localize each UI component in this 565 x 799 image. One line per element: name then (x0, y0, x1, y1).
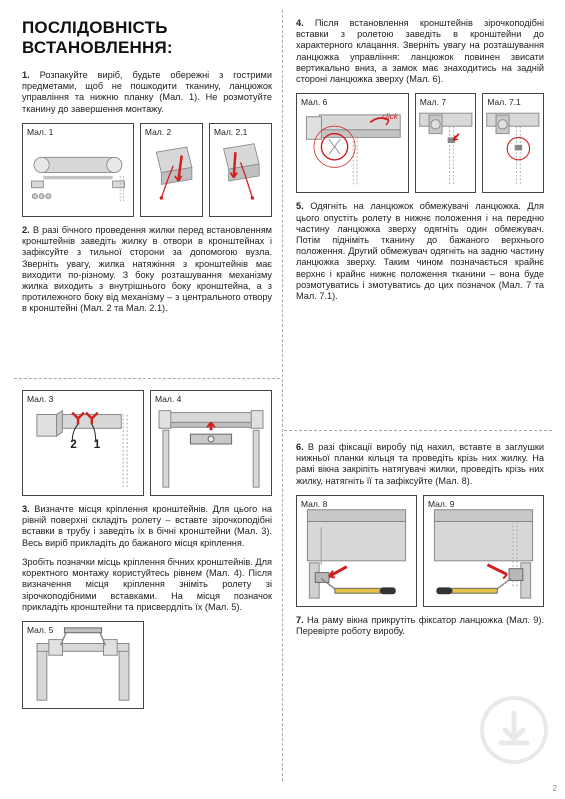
step-3a-content: Визначте місця кріплення кронштейнів. Дл… (22, 504, 272, 548)
watermark-icon (479, 695, 549, 765)
figure-21-label: Мал. 2.1 (214, 127, 247, 137)
step-2-text: 2. В разі бічного проведення жилки перед… (22, 225, 272, 315)
figure-7-1: Мал. 7.1 (482, 93, 544, 193)
step-3a-text: 3. Визначте місця кріплення кронштейнів.… (22, 504, 272, 549)
step-6-text: 6. В разі фіксації виробу під нахил, вст… (296, 442, 544, 487)
figure-6: Мал. 6 click (296, 93, 409, 193)
page-number: 2 (553, 784, 557, 793)
figure-5-label: Мал. 5 (27, 625, 53, 635)
left-column: ПОСЛІДОВНІСТЬ ВСТАНОВЛЕННЯ: 1. Розпакуйт… (22, 18, 272, 323)
left-column-lower: Мал. 3 2 1 Мал. 4 (22, 390, 272, 717)
step-5-text: 5. Одягніть на ланцюжок обмежувачі ланцю… (296, 201, 544, 302)
figure-1-label: Мал. 1 (27, 127, 53, 137)
step-5-content: Одягніть на ланцюжок обмежувачі ланцюжка… (296, 201, 544, 301)
figure-3: Мал. 3 2 1 (22, 390, 144, 496)
step-7-text: 7. На раму вікна прикрутіть фіксатор лан… (296, 615, 544, 637)
figure-9: Мал. 9 (423, 495, 544, 607)
figure-6-label: Мал. 6 (301, 97, 327, 107)
vertical-divider (282, 10, 283, 781)
figure-2-label: Мал. 2 (145, 127, 171, 137)
step-1-text: 1. Розпакуйте виріб, будьте обережні з г… (22, 70, 272, 115)
figure-9-label: Мал. 9 (428, 499, 454, 509)
figure-4: Мал. 4 (150, 390, 272, 496)
figure-row-2: Мал. 3 2 1 Мал. 4 (22, 390, 272, 496)
horizontal-divider-left (14, 378, 280, 379)
figure-5: Мал. 5 (22, 621, 144, 709)
figure-4-label: Мал. 4 (155, 394, 181, 404)
click-annotation: click (382, 112, 398, 121)
step-6-content: В разі фіксації виробу під нахил, вставт… (296, 442, 544, 486)
figure-1: Мал. 1 (22, 123, 134, 217)
figure-8-label: Мал. 8 (301, 499, 327, 509)
svg-text:1: 1 (94, 438, 101, 451)
step-4-text: 4. Після встановлення кронштейнів зірочк… (296, 18, 544, 85)
figure-71-label: Мал. 7.1 (487, 97, 520, 107)
figure-7-label: Мал. 7 (420, 97, 446, 107)
figure-2: Мал. 2 (140, 123, 203, 217)
figure-7: Мал. 7 (415, 93, 477, 193)
figure-2-1: Мал. 2.1 (209, 123, 272, 217)
figure-row-1: Мал. 1 Мал. 2 (22, 123, 272, 217)
step-4-content: Після встановлення кронштейнів зірочкопо… (296, 18, 544, 84)
figure-row-5: Мал. 8 Мал. 9 (296, 495, 544, 607)
horizontal-divider-right (284, 430, 552, 431)
figure-row-4: Мал. 6 click Мал. 7 (296, 93, 544, 193)
right-column-lower: 6. В разі фіксації виробу під нахил, вст… (296, 442, 544, 645)
right-column: 4. Після встановлення кронштейнів зірочк… (296, 18, 544, 310)
step-1-content: Розпакуйте виріб, будьте обережні з гост… (22, 70, 272, 114)
figure-row-3: Мал. 5 (22, 621, 272, 709)
step-3b-text: Зробіть позначки місць кріплення бічних … (22, 557, 272, 613)
step-2-content: В разі бічного проведення жилки перед вс… (22, 225, 272, 314)
page-title: ПОСЛІДОВНІСТЬ ВСТАНОВЛЕННЯ: (22, 18, 272, 58)
step-7-content: На раму вікна прикрутіть фіксатор ланцюж… (296, 615, 544, 636)
figure-8: Мал. 8 (296, 495, 417, 607)
svg-text:2: 2 (70, 438, 77, 451)
figure-3-label: Мал. 3 (27, 394, 53, 404)
